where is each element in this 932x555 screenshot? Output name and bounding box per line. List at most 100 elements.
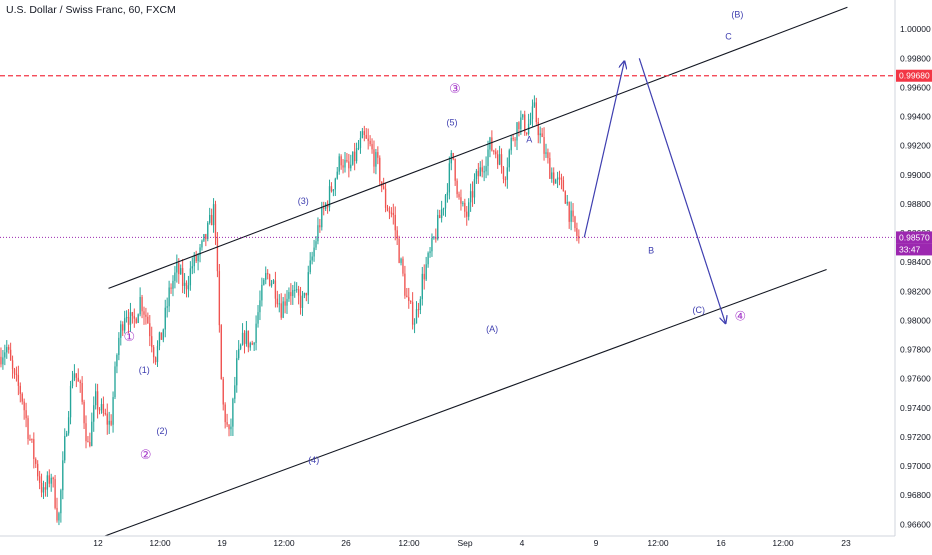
candle-body: [373, 149, 375, 167]
candle-body: [292, 290, 294, 297]
candle-body: [228, 424, 230, 430]
candle-body: [431, 238, 433, 252]
candle-body: [91, 421, 93, 446]
candle-body: [191, 266, 193, 269]
candle-body: [42, 487, 45, 493]
time-axis-bg: [0, 536, 932, 550]
candle-body: [400, 258, 402, 263]
candle-body: [212, 204, 215, 226]
candle-body: [118, 337, 120, 355]
candle-body: [427, 253, 429, 265]
candle-body: [100, 404, 103, 411]
candle-body: [379, 157, 381, 182]
candle-body: [180, 268, 182, 275]
candle-body: [543, 137, 545, 154]
candle-body: [562, 180, 565, 192]
wave-label: ②: [140, 447, 152, 462]
candle-body: [350, 164, 352, 169]
candle-body: [168, 287, 170, 307]
candle-body: [477, 170, 480, 177]
y-tick-label: 0.97400: [900, 403, 931, 413]
y-tick-label: 0.97200: [900, 432, 931, 442]
candle-body: [170, 287, 172, 289]
candle-body: [102, 404, 105, 414]
candle-body: [174, 272, 176, 281]
candle-body: [29, 438, 31, 440]
candle-body: [491, 137, 493, 151]
candle-body: [13, 369, 16, 374]
candle-body: [2, 357, 4, 365]
candle-body: [305, 292, 308, 296]
candle-body: [241, 332, 244, 346]
candle-body: [151, 336, 153, 348]
price-axis-bg: [895, 0, 932, 550]
candle-body: [419, 299, 422, 310]
candle-body: [127, 316, 130, 325]
candle-body: [189, 268, 192, 286]
candle-body: [444, 195, 447, 209]
candle-body: [77, 377, 79, 382]
candle-body: [408, 297, 410, 301]
wave-label: (4): [308, 455, 319, 465]
candle-body: [123, 318, 126, 331]
candle-body: [466, 211, 468, 217]
candles-layer: [0, 95, 580, 526]
candle-body: [79, 381, 81, 384]
x-tick-label: 23: [841, 538, 851, 548]
y-tick-label: 0.99200: [900, 141, 931, 151]
candle-body: [185, 282, 188, 290]
candle-body: [396, 230, 398, 239]
candle-body: [67, 417, 70, 434]
candle-body: [89, 442, 91, 446]
candle-body: [236, 358, 238, 386]
candle-body: [40, 482, 43, 493]
candle-body: [471, 191, 474, 198]
candle-body: [176, 263, 178, 273]
candle-body: [402, 258, 404, 274]
candle-body: [156, 345, 159, 363]
current-price-tag-bg: [896, 231, 932, 244]
y-tick-label: 0.98200: [900, 286, 931, 296]
candle-body: [259, 300, 261, 313]
candle-body: [288, 292, 290, 299]
candle-body: [514, 139, 516, 141]
y-tick-label: 0.97600: [900, 374, 931, 384]
candle-body: [261, 284, 263, 301]
candle-body: [183, 282, 186, 286]
candle-body: [210, 215, 213, 226]
candle-body: [556, 177, 559, 180]
current-price-tag: 0.98570: [899, 232, 930, 242]
candle-body: [64, 436, 66, 461]
candle-body: [290, 292, 292, 297]
candle-body: [321, 207, 323, 228]
candle-body: [301, 295, 304, 308]
candle-body: [205, 234, 207, 240]
candle-body: [468, 202, 470, 217]
candle-body: [197, 255, 199, 262]
candle-body: [73, 373, 76, 380]
candle-body: [578, 235, 580, 239]
candle-body: [435, 237, 437, 240]
candle-body: [31, 438, 33, 440]
candle-body: [332, 189, 335, 192]
candle-body: [524, 114, 526, 133]
candle-body: [69, 385, 72, 418]
candle-body: [394, 214, 396, 231]
candle-body: [209, 215, 211, 223]
candle-body: [6, 347, 8, 353]
candle-body: [448, 163, 451, 193]
candle-body: [353, 151, 356, 162]
candle-body: [446, 192, 449, 196]
candle-body: [313, 247, 315, 257]
candle-body: [75, 373, 78, 378]
candle-body: [518, 122, 520, 130]
candle-body: [214, 204, 217, 238]
candle-body: [62, 460, 64, 491]
candle-body: [545, 152, 547, 154]
candle-body: [485, 166, 487, 172]
candle-body: [166, 306, 168, 308]
candle-body: [195, 254, 197, 262]
